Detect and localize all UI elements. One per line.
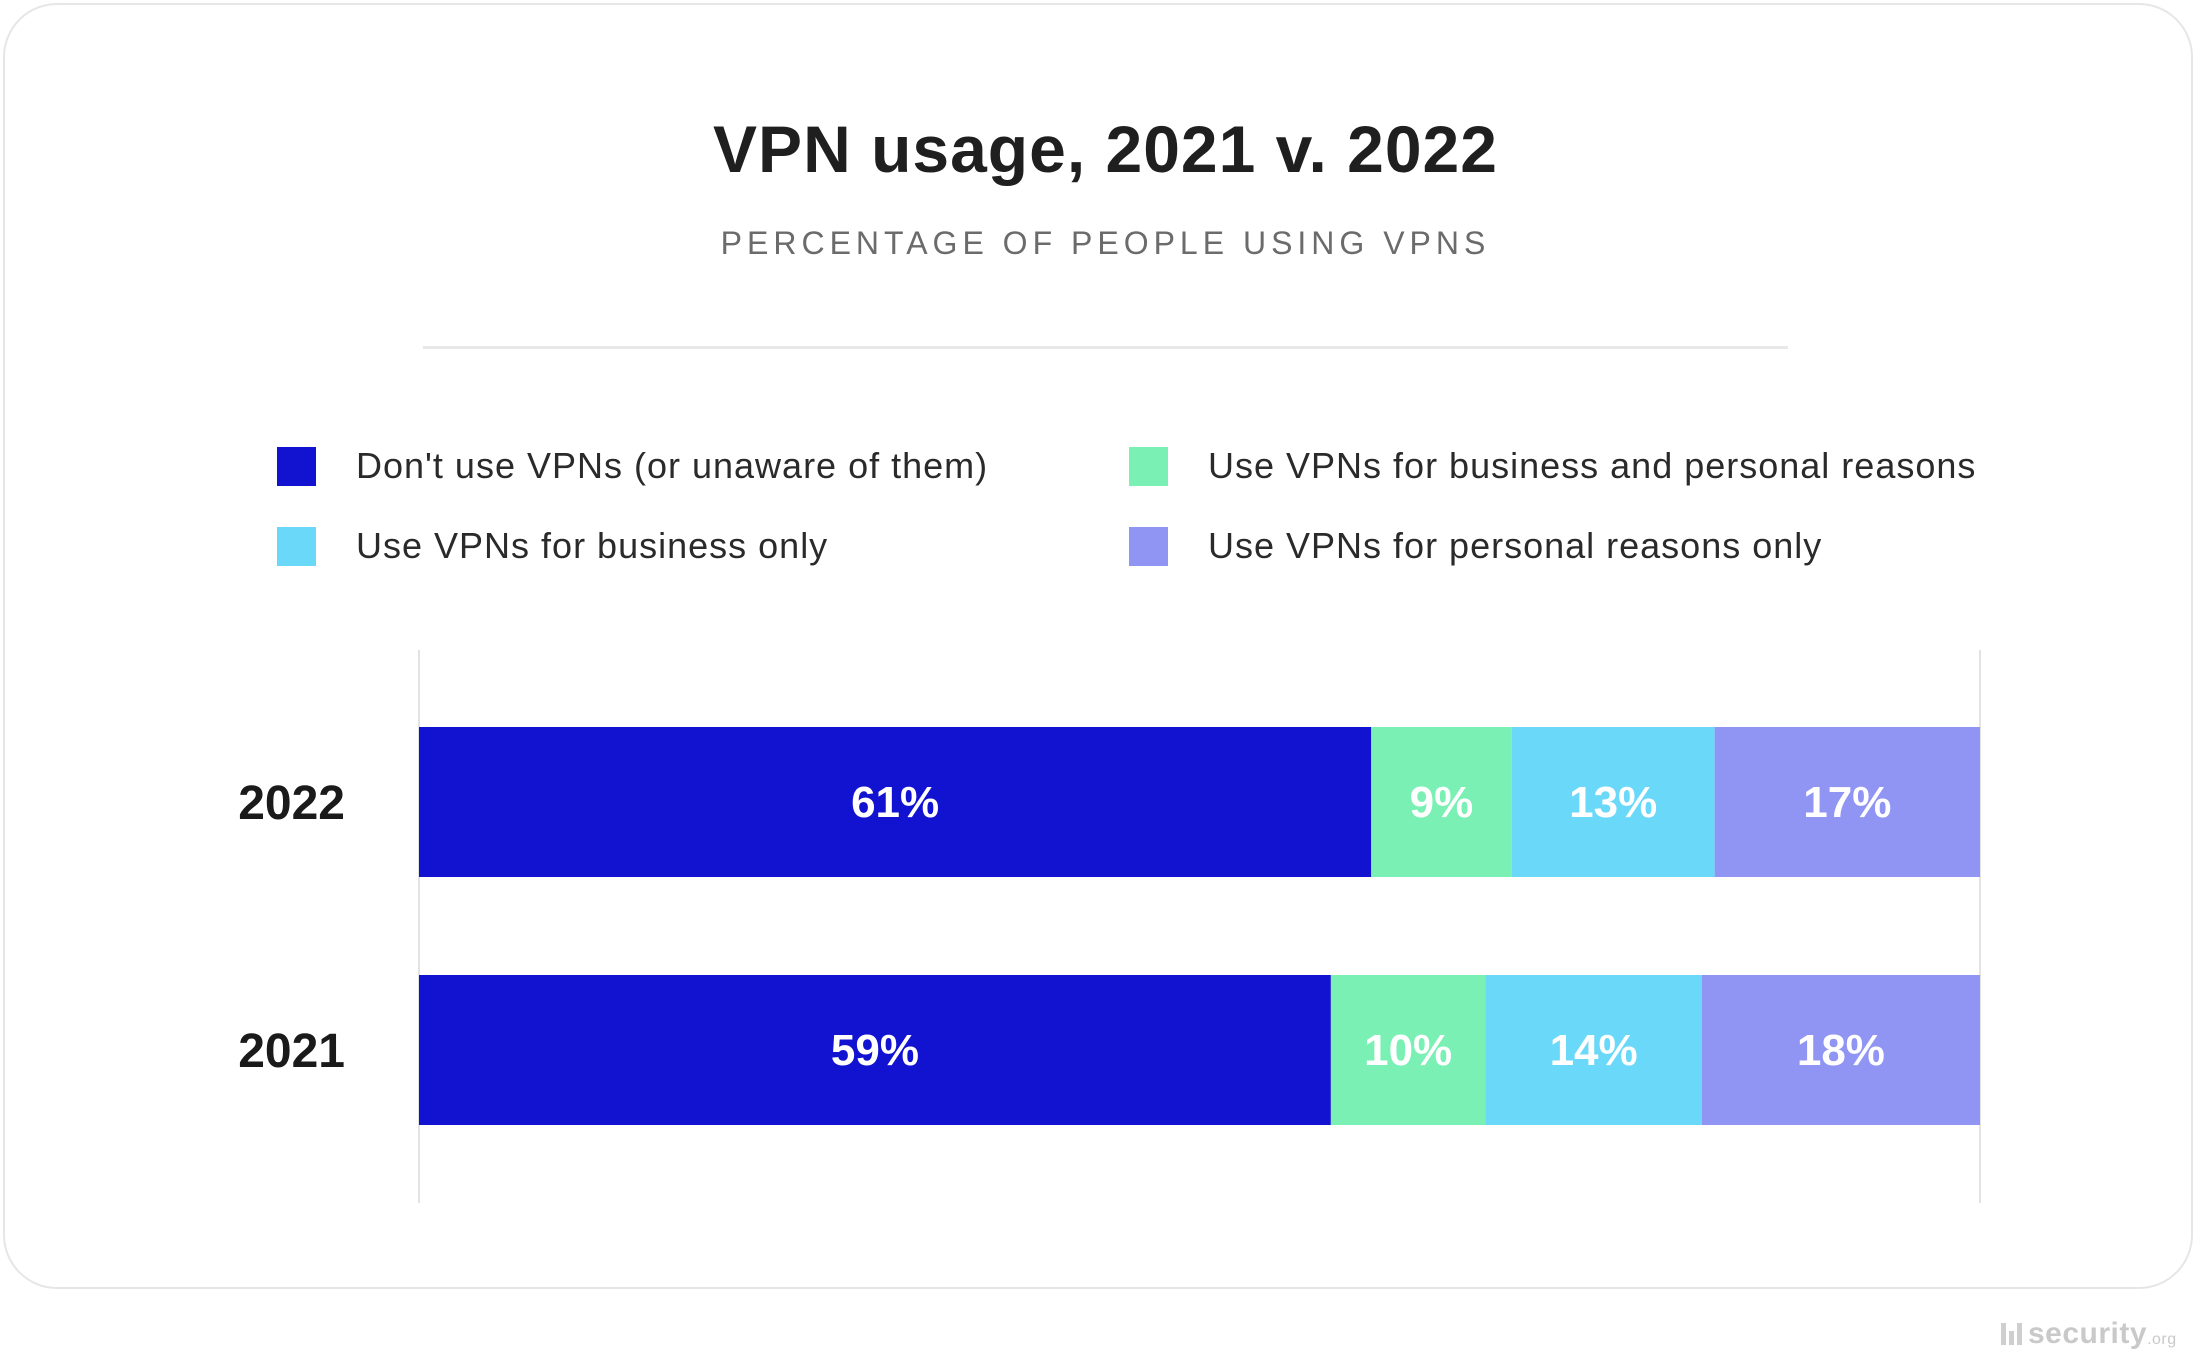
legend-swatch [1129, 446, 1168, 486]
legend-label: Use VPNs for business and personal reaso… [1208, 445, 1977, 486]
legend-swatch [277, 526, 316, 566]
title-divider [423, 346, 1788, 349]
legend-label: Don't use VPNs (or unaware of them) [356, 445, 989, 486]
watermark-name: security [2028, 1317, 2148, 1350]
bar-data-label: 59% [831, 1026, 919, 1075]
bar-data-label: 13% [1569, 778, 1657, 827]
bar-data-label: 18% [1797, 1026, 1885, 1075]
chart-title: VPN usage, 2021 v. 2022 [713, 112, 1498, 186]
bar-segment [1330, 975, 1486, 1125]
legend-swatch [1129, 526, 1168, 566]
bar-segment [1511, 727, 1715, 877]
legend-label: Use VPNs for business only [356, 525, 829, 566]
category-label: 2021 [238, 1025, 345, 1078]
bar-data-label: 17% [1803, 778, 1891, 827]
stacked-bar-chart: 61% 9% 13% 17% 2022 59% 10% 14% 18% 2021 [238, 650, 1981, 1203]
legend-item-business-only: Use VPNs for business only [277, 521, 828, 571]
bar-segment [1701, 975, 1980, 1125]
bar-data-label: 10% [1364, 1026, 1452, 1075]
legend-item-personal-only: Use VPNs for personal reasons only [1129, 521, 1822, 571]
legend-item-business-and-personal: Use VPNs for business and personal reaso… [1129, 441, 1976, 491]
watermark: security .org [2001, 1316, 2201, 1352]
legend-label: Use VPNs for personal reasons only [1208, 525, 1823, 566]
security-logo-icon [2001, 1323, 2022, 1345]
legend-item-dont-use: Don't use VPNs (or unaware of them) [277, 441, 988, 491]
bar-data-label: 14% [1550, 1026, 1638, 1075]
category-label: 2022 [238, 777, 345, 830]
bar-segment [1714, 727, 1980, 877]
bar-segment [419, 727, 1372, 877]
bar-segment [419, 975, 1331, 1125]
bar-data-label: 9% [1410, 778, 1474, 827]
bar-segment [1485, 975, 1702, 1125]
bar-data-label: 61% [851, 778, 939, 827]
legend-swatch [277, 446, 316, 486]
watermark-suffix: .org [2147, 1331, 2177, 1348]
chart-subtitle: PERCENTAGE OF PEOPLE USING VPNS [720, 225, 1491, 261]
bar-segment [1371, 727, 1512, 877]
